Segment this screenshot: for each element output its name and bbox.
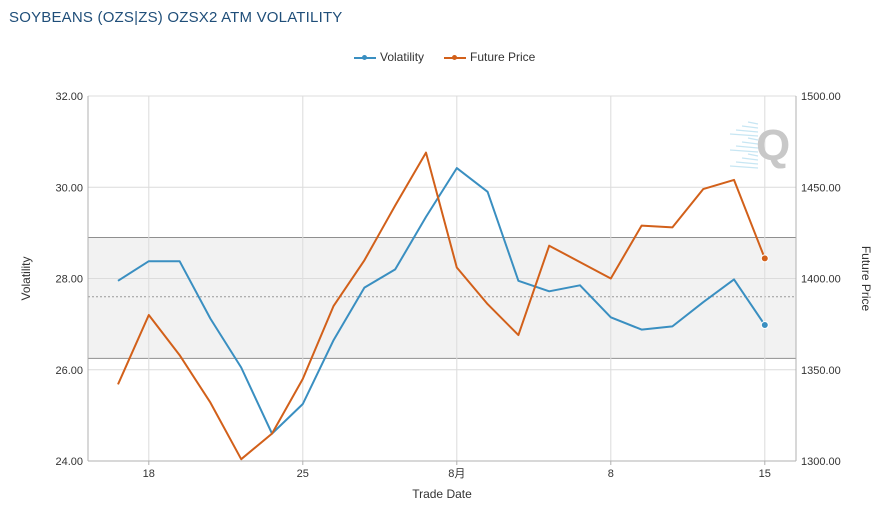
watermark-stroke bbox=[735, 129, 759, 133]
watermark-stroke bbox=[747, 137, 759, 141]
x-axis-title: Trade Date bbox=[412, 487, 472, 501]
chart-title: SOYBEANS (OZS|ZS) OZSX2 ATM VOLATILITY bbox=[9, 9, 343, 26]
watermark-logo-icon: Q bbox=[729, 121, 790, 170]
y-right-tick-label: 1350.00 bbox=[801, 365, 841, 377]
volatility-legend-swatch bbox=[354, 55, 376, 60]
axis-layer: 24.00 26.00 28.00 30.00 32.00 1300.00 1350.00 1… bbox=[19, 91, 873, 501]
y-left-tick-label: 24.00 bbox=[55, 456, 83, 468]
y-left-tick-label: 28.00 bbox=[55, 274, 83, 286]
x-tick-label: 8月 bbox=[448, 468, 465, 480]
x-tick-label: 18 bbox=[143, 468, 155, 480]
grid-layer bbox=[88, 95, 796, 462]
x-tick-label: 25 bbox=[297, 468, 309, 480]
volatility-legend-label[interactable]: Volatility bbox=[380, 50, 425, 64]
watermark-stroke bbox=[741, 141, 759, 145]
watermark-stroke bbox=[741, 157, 759, 161]
watermark-letter: Q bbox=[756, 121, 790, 170]
y-left-tick-label: 30.00 bbox=[55, 182, 83, 194]
future-price-point[interactable] bbox=[760, 254, 769, 263]
y-left-tick-label: 26.00 bbox=[55, 365, 83, 377]
watermark-stroke bbox=[747, 121, 759, 125]
watermark-stroke bbox=[735, 161, 759, 165]
watermark-stroke bbox=[729, 133, 759, 137]
y-left-tick-label: 32.00 bbox=[55, 91, 83, 103]
y-right-tick-label: 1500.00 bbox=[801, 91, 841, 103]
y-right-tick-label: 1400.00 bbox=[801, 274, 841, 286]
legend: Volatility Future Price bbox=[0, 50, 881, 66]
watermark-stroke bbox=[729, 149, 759, 153]
future-price-legend-swatch bbox=[444, 55, 466, 60]
y-right-tick-label: 1300.00 bbox=[801, 456, 841, 468]
watermark-stroke bbox=[735, 145, 759, 149]
future-price-line bbox=[117, 151, 766, 461]
y-right-axis-title: Future Price bbox=[859, 246, 873, 312]
future-price-legend-label[interactable]: Future Price bbox=[470, 50, 536, 64]
watermark-stroke bbox=[747, 153, 759, 157]
stat-band-layer bbox=[88, 236, 796, 359]
x-tick-label: 8 bbox=[608, 468, 614, 480]
watermark-stroke bbox=[741, 125, 759, 129]
y-left-axis-title: Volatility bbox=[19, 256, 33, 300]
volatility-line bbox=[117, 167, 766, 435]
watermark-stroke bbox=[729, 165, 759, 169]
x-tick-label: 15 bbox=[759, 468, 771, 480]
y-right-tick-label: 1450.00 bbox=[801, 182, 841, 194]
volatility-point[interactable] bbox=[760, 321, 769, 330]
series-layer bbox=[117, 151, 769, 461]
stat-band bbox=[88, 237, 796, 359]
